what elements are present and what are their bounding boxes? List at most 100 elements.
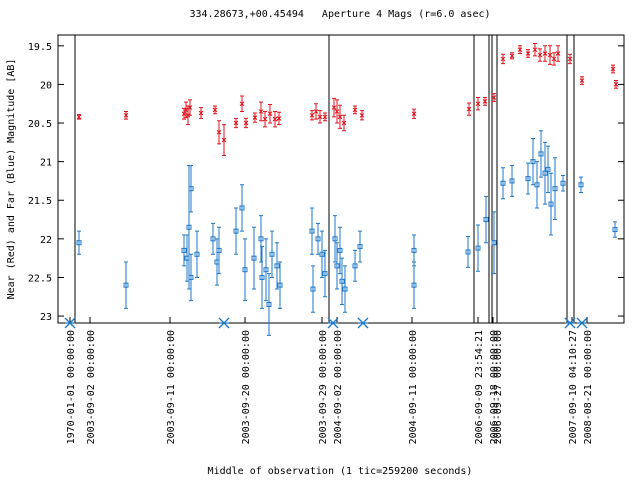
error-bar <box>526 162 530 195</box>
error-bar <box>320 230 324 278</box>
data-point <box>194 251 200 257</box>
x-tick-label: 2003-09-20 00:00:00 <box>241 330 252 444</box>
data-point <box>262 116 268 122</box>
data-point <box>532 47 538 53</box>
data-point <box>482 99 488 104</box>
error-bar <box>466 236 470 268</box>
data-point <box>243 120 249 126</box>
error-bar <box>561 175 565 192</box>
error-bar <box>185 234 189 282</box>
data-point <box>187 105 193 110</box>
error-bar <box>310 207 314 255</box>
error-bar <box>579 176 583 194</box>
data-point <box>613 82 619 87</box>
data-point <box>509 178 515 184</box>
x-tick-label: 1970-01-01 00:00:00 <box>66 330 77 444</box>
data-point <box>259 274 265 280</box>
data-point <box>319 251 325 257</box>
error-bar <box>501 167 505 200</box>
error-bar <box>260 246 264 309</box>
y-tick-label: 19.5 <box>28 42 52 53</box>
y-tick-label: 20.5 <box>28 119 52 130</box>
data-point <box>267 111 273 117</box>
data-point <box>186 224 192 230</box>
error-bar <box>270 230 274 278</box>
error-bar <box>338 226 342 275</box>
data-point <box>274 263 280 269</box>
data-point <box>352 107 358 113</box>
data-point <box>251 255 257 261</box>
data-point <box>483 217 489 223</box>
data-point <box>500 180 506 186</box>
data-point <box>123 112 129 118</box>
data-point <box>555 51 561 56</box>
y-tick-label: 21.5 <box>28 196 52 207</box>
data-point <box>317 114 323 120</box>
data-point <box>276 116 282 121</box>
plot-frame <box>57 34 625 324</box>
observation-marker <box>218 317 230 329</box>
data-point <box>509 53 515 59</box>
data-point <box>233 120 239 126</box>
data-point <box>357 244 363 250</box>
data-point <box>411 247 417 253</box>
data-point <box>534 182 540 188</box>
data-point <box>475 101 481 107</box>
x-tick-label: 2006-09-18 00:00:00 <box>489 330 500 444</box>
error-bar <box>278 261 282 309</box>
data-point <box>334 109 340 114</box>
error-bar <box>124 261 128 309</box>
error-bar <box>234 207 238 255</box>
data-point <box>579 78 585 83</box>
error-bar <box>333 215 337 263</box>
data-point <box>216 247 222 253</box>
error-bar <box>189 164 193 213</box>
error-bar <box>311 265 315 313</box>
error-bar <box>343 265 347 313</box>
error-bar <box>335 242 339 290</box>
data-point <box>500 56 506 62</box>
x-tick-label: 2006-09-27 00:00:00 <box>493 330 504 444</box>
data-point <box>352 263 358 269</box>
x-tick-label: 2008-08-21 00:00:00 <box>583 330 594 444</box>
data-point <box>537 52 543 58</box>
error-bar <box>195 230 199 278</box>
data-point <box>525 176 531 182</box>
x-axis-label: Middle of observation (1 tic=259200 seco… <box>208 466 473 477</box>
data-point <box>221 137 227 143</box>
error-bar <box>546 145 550 194</box>
x-tick-label: 2006-09-09 23:54:21 <box>474 330 485 444</box>
data-point <box>212 107 218 113</box>
error-bar <box>252 226 256 290</box>
data-point <box>309 112 315 118</box>
data-point <box>258 109 264 114</box>
data-point <box>258 236 264 242</box>
data-point <box>188 274 194 280</box>
data-point <box>216 129 222 135</box>
x-tick-label: 2004-09-11 00:00:00 <box>408 330 419 444</box>
error-bar <box>492 211 496 275</box>
data-point <box>538 151 544 157</box>
data-point <box>337 114 343 120</box>
data-point <box>322 114 328 120</box>
y-tick-label: 21 <box>40 158 52 169</box>
data-point <box>548 201 554 207</box>
error-bar <box>217 226 221 275</box>
y-tick-label: 22.5 <box>28 273 52 284</box>
y-tick-label: 20 <box>40 80 52 91</box>
error-bar <box>267 273 271 336</box>
error-bar <box>243 238 247 302</box>
error-bar <box>211 222 215 255</box>
observation-marker <box>357 317 369 329</box>
error-bar <box>353 249 357 282</box>
data-point <box>188 186 194 192</box>
data-point <box>491 95 497 100</box>
y-tick-label: 22 <box>40 235 52 246</box>
data-point <box>331 105 337 110</box>
error-bar <box>476 224 480 272</box>
data-point <box>198 110 204 116</box>
data-point <box>313 109 319 114</box>
data-point <box>252 115 258 120</box>
data-point <box>342 286 348 292</box>
